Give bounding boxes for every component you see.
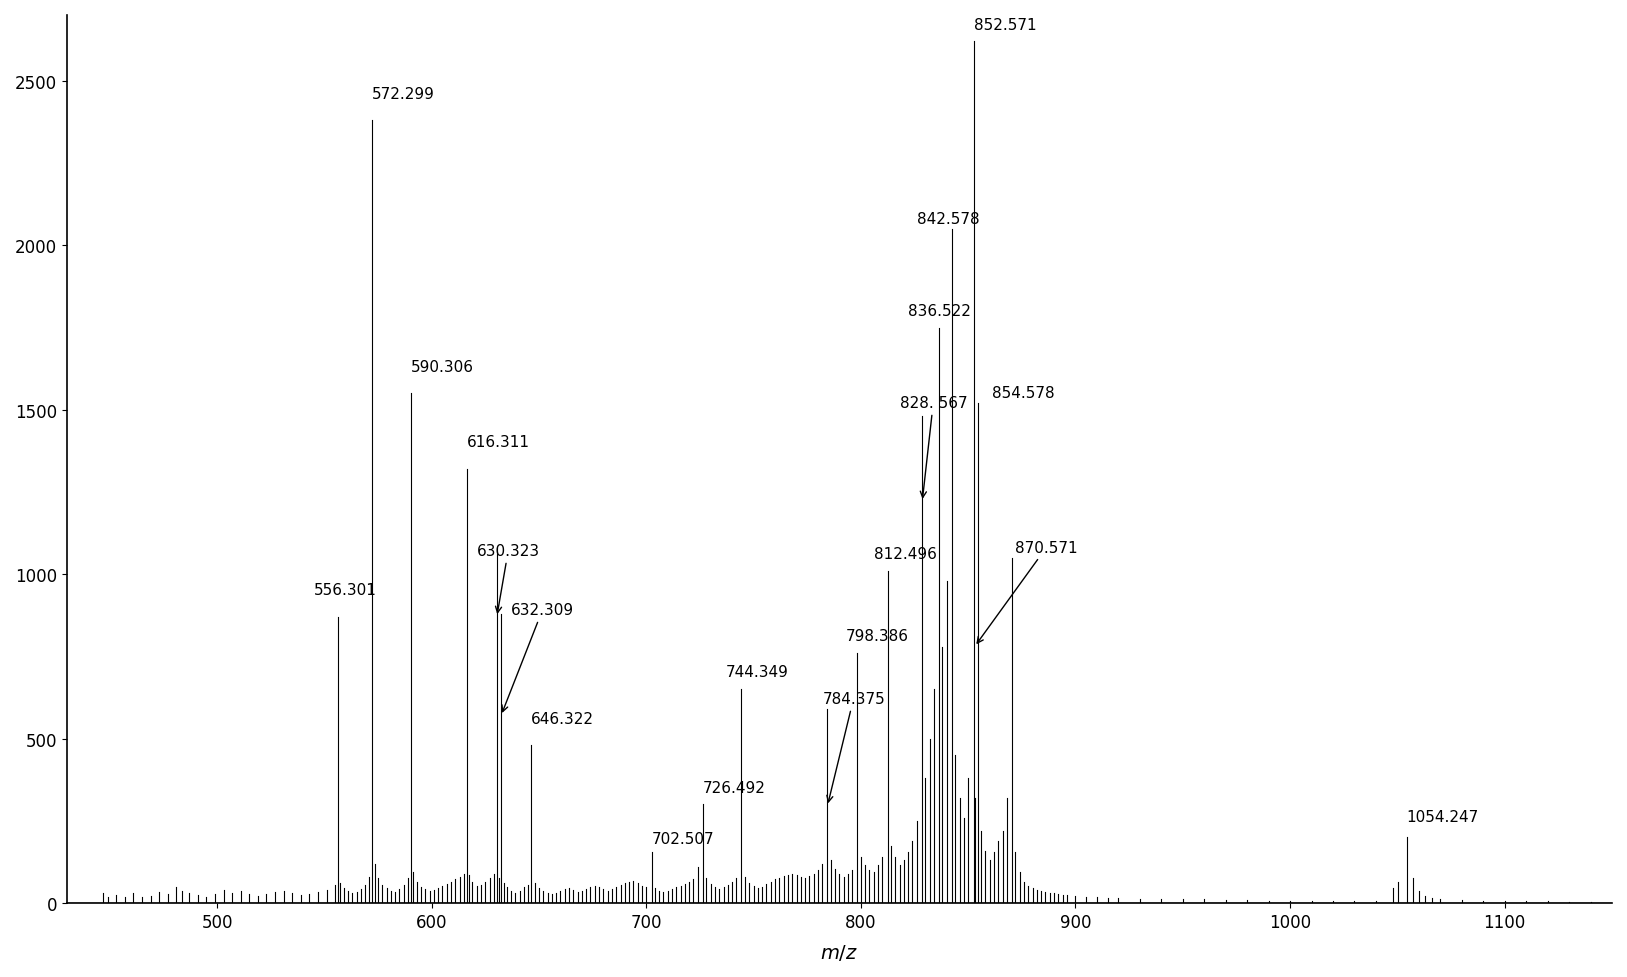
Text: 870.571: 870.571 xyxy=(978,540,1079,644)
Text: 842.578: 842.578 xyxy=(916,211,979,227)
Text: 590.306: 590.306 xyxy=(412,360,473,374)
Text: 854.578: 854.578 xyxy=(992,386,1054,401)
Text: 702.507: 702.507 xyxy=(652,830,714,846)
Text: 630.323: 630.323 xyxy=(477,543,540,614)
Text: 572.299: 572.299 xyxy=(373,87,434,102)
Text: 556.301: 556.301 xyxy=(314,582,376,598)
Text: 616.311: 616.311 xyxy=(467,435,530,449)
Text: 784.375: 784.375 xyxy=(822,691,885,802)
Text: 646.322: 646.322 xyxy=(530,711,594,726)
Text: 852.571: 852.571 xyxy=(973,18,1036,32)
Text: 744.349: 744.349 xyxy=(726,664,789,680)
Text: 1054.247: 1054.247 xyxy=(1406,809,1479,825)
Text: 812.496: 812.496 xyxy=(874,546,937,562)
Text: 798.386: 798.386 xyxy=(846,628,909,644)
Text: 836.522: 836.522 xyxy=(908,304,971,319)
X-axis label: $\it{m/z}$: $\it{m/z}$ xyxy=(820,942,859,962)
Text: 828. 567: 828. 567 xyxy=(900,396,966,498)
Text: 726.492: 726.492 xyxy=(703,780,766,795)
Text: 632.309: 632.309 xyxy=(503,603,574,712)
